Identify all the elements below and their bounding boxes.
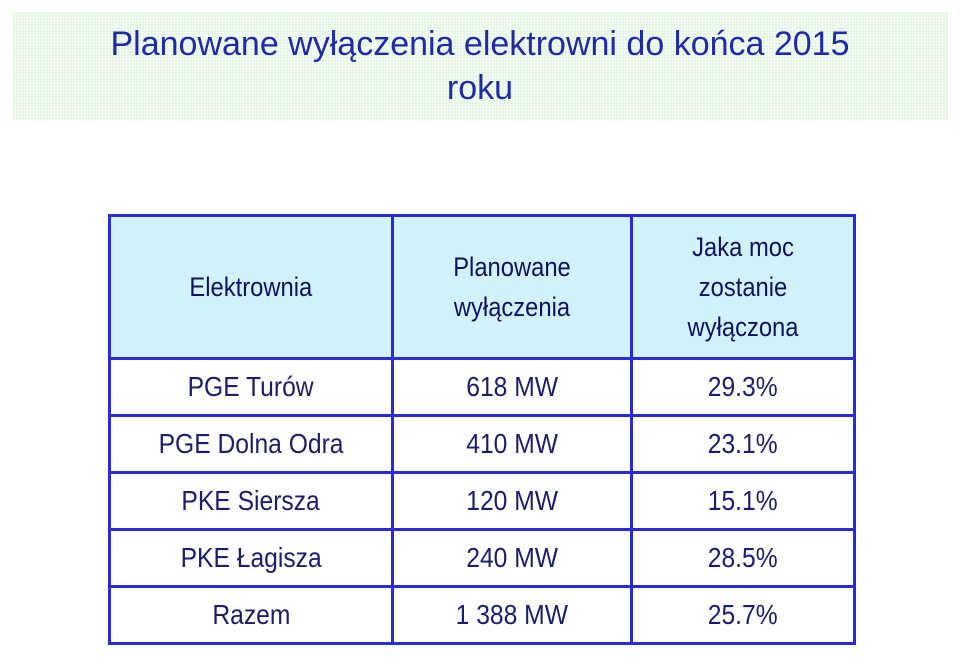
cell-planned: 1 388 MW (391, 585, 633, 645)
cell-plant: PKE Łagisza (108, 528, 394, 588)
cell-plant: PKE Siersza (108, 471, 394, 531)
cell-planned: 120 MW (391, 471, 633, 531)
table-header-row: Elektrownia Planowane wyłączenia Jaka mo… (108, 214, 856, 360)
title-banner: Planowane wyłączenia elektrowni do końca… (12, 12, 948, 120)
cell-percent: 23.1% (630, 414, 856, 474)
cell-planned: 618 MW (391, 357, 633, 417)
table-row: PGE Dolna Odra 410 MW 23.1% (108, 414, 856, 474)
table-row: PGE Turów 618 MW 29.3% (108, 357, 856, 417)
header-cell-planned-shutdowns: Planowane wyłączenia (391, 214, 633, 360)
cell-plant: Razem (108, 585, 394, 645)
cell-planned: 410 MW (391, 414, 633, 474)
cell-plant: PGE Dolna Odra (108, 414, 394, 474)
cell-planned: 240 MW (391, 528, 633, 588)
cell-percent: 28.5% (630, 528, 856, 588)
header-cell-capacity-shut-down: Jaka moc zostanie wyłączona (630, 214, 856, 360)
table-total-row: Razem 1 388 MW 25.7% (108, 585, 856, 645)
page-title: Planowane wyłączenia elektrowni do końca… (110, 25, 850, 107)
cell-plant: PGE Turów (108, 357, 394, 417)
cell-percent: 15.1% (630, 471, 856, 531)
header-cell-plant: Elektrownia (108, 214, 394, 360)
cell-percent: 25.7% (630, 585, 856, 645)
power-plant-shutdown-table: Elektrownia Planowane wyłączenia Jaka mo… (108, 214, 856, 645)
table-row: PKE Siersza 120 MW 15.1% (108, 471, 856, 531)
cell-percent: 29.3% (630, 357, 856, 417)
table-row: PKE Łagisza 240 MW 28.5% (108, 528, 856, 588)
